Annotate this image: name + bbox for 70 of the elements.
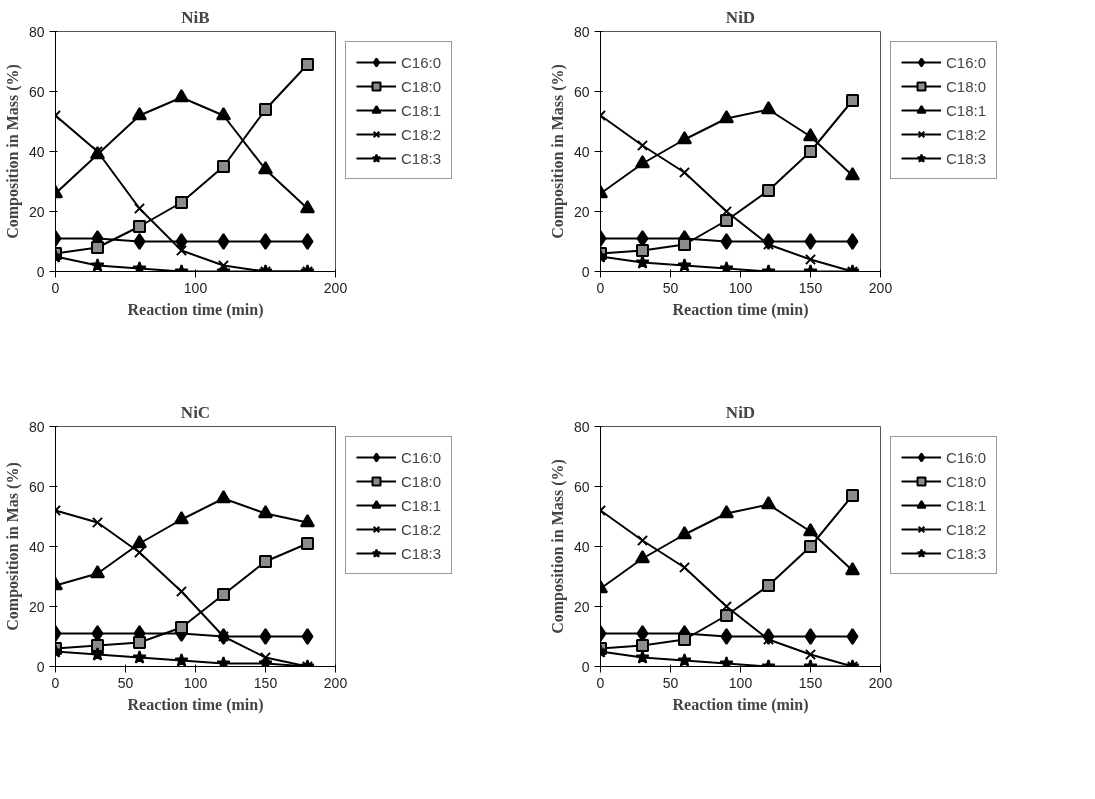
x-tick-label: 200 bbox=[868, 674, 893, 691]
y-tick-label: 20 bbox=[28, 598, 45, 615]
legend-label: C18:3 bbox=[401, 544, 442, 562]
x-axis-title: Reaction time (min) bbox=[672, 695, 809, 714]
y-tick-label: 20 bbox=[573, 203, 590, 220]
x-axis-title: Reaction time (min) bbox=[127, 695, 264, 714]
legend-label: C18:0 bbox=[946, 77, 987, 95]
x-tick-label: 150 bbox=[253, 674, 278, 691]
y-tick-label: 0 bbox=[581, 658, 590, 675]
y-axis-title: Composition in Mass (%) bbox=[548, 64, 567, 239]
x-tick-label: 100 bbox=[728, 674, 753, 691]
x-tick-label: 100 bbox=[183, 279, 208, 296]
legend-label: C18:1 bbox=[401, 101, 442, 119]
x-tick-label: 100 bbox=[183, 674, 208, 691]
y-tick-label: 40 bbox=[28, 538, 45, 555]
y-axis-title: Composition in Mas (%) bbox=[3, 462, 22, 631]
legend-label: C18:2 bbox=[401, 520, 442, 538]
legend-label: C18:1 bbox=[946, 101, 987, 119]
legend-label: C18:2 bbox=[946, 125, 987, 143]
x-tick-label: 200 bbox=[868, 279, 893, 296]
legend-label: C16:0 bbox=[946, 448, 987, 466]
y-tick-label: 0 bbox=[36, 263, 45, 280]
legend-label: C18:2 bbox=[946, 520, 987, 538]
y-tick-label: 60 bbox=[28, 83, 45, 100]
legend-label: C18:3 bbox=[946, 149, 987, 167]
y-tick-label: 60 bbox=[573, 478, 590, 495]
legend-label: C18:1 bbox=[401, 496, 442, 514]
y-tick-label: 20 bbox=[28, 203, 45, 220]
y-tick-label: 0 bbox=[36, 658, 45, 675]
legend-label: C16:0 bbox=[401, 448, 442, 466]
x-tick-label: 50 bbox=[117, 674, 134, 691]
x-tick-label: 0 bbox=[596, 674, 605, 691]
y-axis-title: Composition in Mass (%) bbox=[548, 459, 567, 634]
x-tick-label: 0 bbox=[51, 674, 60, 691]
legend-label: C16:0 bbox=[946, 53, 987, 71]
legend-label: C18:2 bbox=[401, 125, 442, 143]
legend-label: C18:3 bbox=[946, 544, 987, 562]
chart-title: NiC bbox=[180, 402, 211, 422]
legend-label: C16:0 bbox=[401, 53, 442, 71]
y-tick-label: 60 bbox=[573, 83, 590, 100]
x-tick-label: 200 bbox=[323, 674, 348, 691]
y-tick-label: 80 bbox=[573, 23, 590, 40]
x-axis-title: Reaction time (min) bbox=[672, 300, 809, 319]
y-tick-label: 40 bbox=[573, 143, 590, 160]
y-tick-label: 0 bbox=[581, 263, 590, 280]
y-tick-label: 80 bbox=[28, 23, 45, 40]
y-tick-label: 80 bbox=[573, 418, 590, 435]
y-tick-label: 60 bbox=[28, 478, 45, 495]
y-tick-label: 20 bbox=[573, 598, 590, 615]
legend-label: C18:3 bbox=[401, 149, 442, 167]
x-tick-label: 50 bbox=[662, 279, 679, 296]
y-tick-label: 80 bbox=[28, 418, 45, 435]
x-tick-label: 0 bbox=[596, 279, 605, 296]
legend-label: C18:1 bbox=[946, 496, 987, 514]
legend-label: C18:0 bbox=[946, 472, 987, 490]
x-tick-label: 200 bbox=[323, 279, 348, 296]
x-axis-title: Reaction time (min) bbox=[127, 300, 264, 319]
legend-label: C18:0 bbox=[401, 77, 442, 95]
x-tick-label: 50 bbox=[662, 674, 679, 691]
chart-title: NiD bbox=[725, 402, 756, 422]
x-tick-label: 150 bbox=[798, 279, 823, 296]
chart-title: NiD bbox=[725, 7, 756, 27]
legend-label: C18:0 bbox=[401, 472, 442, 490]
y-axis-title: Composition in Mass (%) bbox=[3, 64, 22, 239]
x-tick-label: 0 bbox=[51, 279, 60, 296]
x-tick-label: 100 bbox=[728, 279, 753, 296]
x-tick-label: 150 bbox=[798, 674, 823, 691]
y-tick-label: 40 bbox=[573, 538, 590, 555]
y-tick-label: 40 bbox=[28, 143, 45, 160]
chart-title: NiB bbox=[181, 7, 210, 27]
